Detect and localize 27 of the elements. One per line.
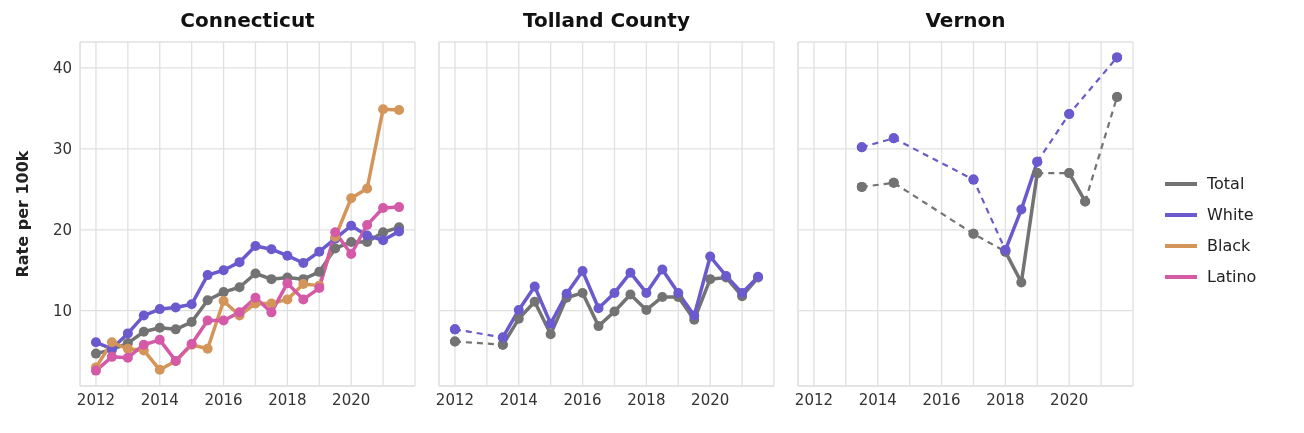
y-tick-label: 40 — [52, 59, 72, 78]
x-tick-label: 2012 — [435, 390, 475, 409]
x-tick-label: 2016 — [922, 390, 961, 409]
x-tick-label: 2014 — [858, 390, 897, 409]
x-tick-label: 2018 — [986, 390, 1025, 409]
x-tick-label: 2018 — [627, 390, 666, 409]
y-tick-label: 10 — [52, 302, 72, 321]
x-tick-label: 2020 — [1050, 390, 1089, 409]
chart-title: Tolland County — [522, 8, 691, 34]
x-tick-label: 2014 — [140, 390, 179, 409]
legend-label: Black — [1207, 236, 1251, 255]
chart-title: Vernon — [924, 8, 1007, 34]
x-tick-label: 2018 — [268, 390, 307, 409]
legend-label: White — [1207, 205, 1254, 224]
chart-title: Connecticut — [179, 8, 316, 34]
x-tick-label: 2020 — [691, 390, 730, 409]
y-tick-label: 30 — [52, 140, 72, 159]
x-tick-label: 2020 — [332, 390, 371, 409]
legend-label: Total — [1207, 174, 1245, 193]
legend-label: Latino — [1207, 267, 1257, 286]
x-tick-label: 2014 — [499, 390, 538, 409]
x-tick-label: 2016 — [204, 390, 243, 409]
x-tick-label: 2016 — [563, 390, 602, 409]
y-axis-title: Rate per 100k — [12, 150, 32, 278]
x-tick-label: 2012 — [794, 390, 834, 409]
x-tick-label: 2012 — [76, 390, 116, 409]
y-tick-label: 20 — [52, 221, 72, 240]
